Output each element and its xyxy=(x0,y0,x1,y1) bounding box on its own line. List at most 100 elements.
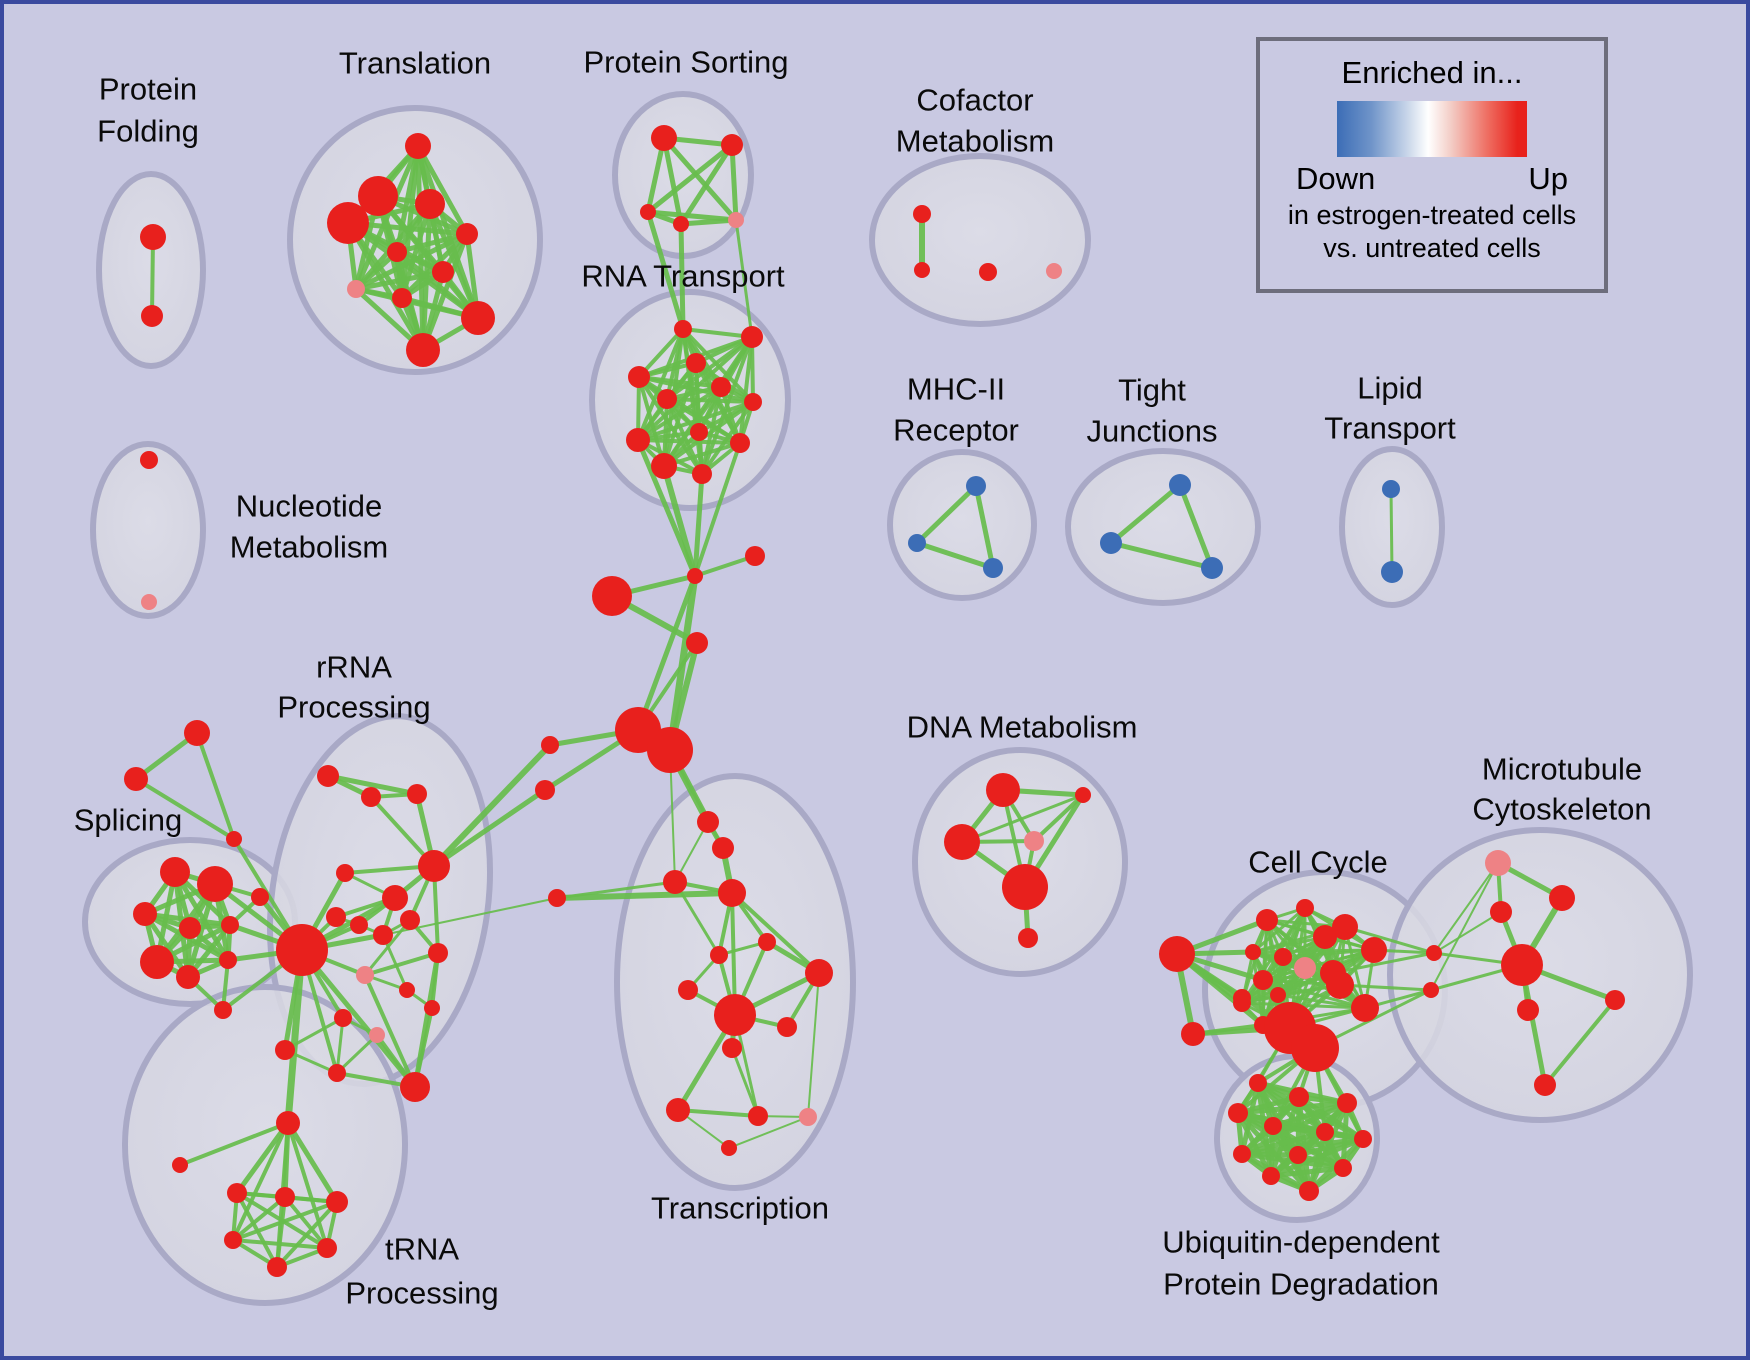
legend-caption-line1: in estrogen-treated cells xyxy=(1287,200,1577,230)
node-cc17 xyxy=(1351,994,1379,1022)
node-tc3 xyxy=(663,870,687,894)
cluster-label-splicing: Splicing xyxy=(74,803,183,838)
node-ps3 xyxy=(640,204,656,220)
node-tc6 xyxy=(710,946,728,964)
node-u10 xyxy=(1334,1159,1352,1177)
node-cc16 xyxy=(1326,971,1354,999)
edge xyxy=(231,1121,290,1242)
edge xyxy=(363,973,417,1089)
edge xyxy=(286,1121,329,1250)
node-u6 xyxy=(1316,1123,1334,1141)
node-r6 xyxy=(657,389,677,409)
node-cc12 xyxy=(1233,994,1251,1012)
edge xyxy=(142,911,191,980)
node-x6 xyxy=(535,780,555,800)
edge xyxy=(645,142,735,215)
node-m1 xyxy=(966,476,986,496)
label-layer: Protein Folding Translation Protein Sorting… xyxy=(74,45,1652,1311)
cluster-label-mhc-ii-receptor-line2: Receptor xyxy=(893,413,1019,448)
node-tr2 xyxy=(172,1157,188,1173)
node-nu1 xyxy=(140,451,158,469)
edge xyxy=(973,483,996,571)
edge xyxy=(729,142,739,223)
node-rr16 xyxy=(328,1064,346,1082)
edge xyxy=(807,972,820,1118)
node-m2 xyxy=(908,534,926,552)
node-t2 xyxy=(358,176,398,216)
node-rr10 xyxy=(400,910,420,930)
node-cc11 xyxy=(1270,987,1286,1003)
edge xyxy=(1389,487,1394,574)
edge xyxy=(693,554,757,578)
node-u8 xyxy=(1233,1145,1251,1163)
node-tc10 xyxy=(777,1017,797,1037)
edge xyxy=(665,397,704,476)
legend-down-label: Down xyxy=(1296,161,1376,196)
node-u7 xyxy=(1354,1130,1372,1148)
node-tr5 xyxy=(326,1191,348,1213)
cluster-label-microtubule-cytoskeleton-line1: Microtubule xyxy=(1482,752,1642,787)
node-x3 xyxy=(592,576,632,616)
node-u5 xyxy=(1264,1117,1282,1135)
node-x1 xyxy=(687,568,703,584)
node-pf1 xyxy=(140,224,166,250)
node-rr13 xyxy=(369,1027,385,1043)
node-cc1 xyxy=(1181,1022,1205,1046)
cluster-label-nucleotide-metabolism-line1: Nucleotide xyxy=(236,489,382,524)
edge xyxy=(692,471,705,579)
edge xyxy=(1108,540,1215,571)
node-u2 xyxy=(1289,1087,1309,1107)
node-tc1 xyxy=(697,811,719,833)
node-rr20 xyxy=(399,982,415,998)
node-cc8 xyxy=(1294,957,1316,979)
edge xyxy=(431,742,553,869)
cluster-label-nucleotide-metabolism-line2: Metabolism xyxy=(230,530,389,565)
node-nu2 xyxy=(141,594,157,610)
node-tr7 xyxy=(317,1238,337,1258)
legend-title: Enriched in... xyxy=(1341,55,1523,90)
edge xyxy=(636,400,755,442)
edge xyxy=(730,891,821,975)
edge xyxy=(1235,1100,1350,1116)
cluster-label-ubiquitin-dependent-protein-degradation-line1: Ubiquitin-dependent xyxy=(1162,1225,1440,1260)
edge xyxy=(234,1120,291,1196)
node-cn2 xyxy=(1423,982,1439,998)
edge xyxy=(662,441,742,468)
node-r8 xyxy=(690,423,708,441)
node-s1 xyxy=(184,720,210,746)
node-mt6 xyxy=(1517,999,1539,1021)
edge xyxy=(363,918,412,977)
node-sp1 xyxy=(160,857,190,887)
edge xyxy=(335,1033,379,1075)
node-sp10 xyxy=(214,1001,232,1019)
node-ps2 xyxy=(721,134,743,156)
edge xyxy=(231,1195,287,1242)
node-mt5 xyxy=(1605,990,1625,1010)
edge xyxy=(1543,998,1617,1087)
edge xyxy=(231,1200,339,1242)
edge xyxy=(1268,1165,1346,1179)
edge xyxy=(914,540,996,571)
edge xyxy=(285,1120,340,1205)
node-x2 xyxy=(745,546,765,566)
node-tc7 xyxy=(805,959,833,987)
node-cc10 xyxy=(1253,970,1273,990)
cluster-label-rrna-processing-line1: rRNA xyxy=(316,650,392,685)
edge xyxy=(431,787,548,869)
node-r1 xyxy=(674,320,692,338)
edge xyxy=(673,880,721,957)
node-tc8 xyxy=(678,980,698,1000)
edge xyxy=(335,1016,345,1075)
node-tc2 xyxy=(712,837,734,859)
edge xyxy=(150,235,155,318)
cluster-label-microtubule-cytoskeleton-line2: Cytoskeleton xyxy=(1472,792,1651,827)
cluster-label-translation: Translation xyxy=(339,46,491,81)
edge xyxy=(284,946,306,1127)
node-tc12 xyxy=(666,1098,690,1122)
edge xyxy=(1108,482,1183,546)
edge xyxy=(636,438,742,445)
cluster-ellipse-trna-processing xyxy=(122,984,408,1306)
node-tc13 xyxy=(748,1106,768,1126)
node-tc4 xyxy=(718,879,746,907)
